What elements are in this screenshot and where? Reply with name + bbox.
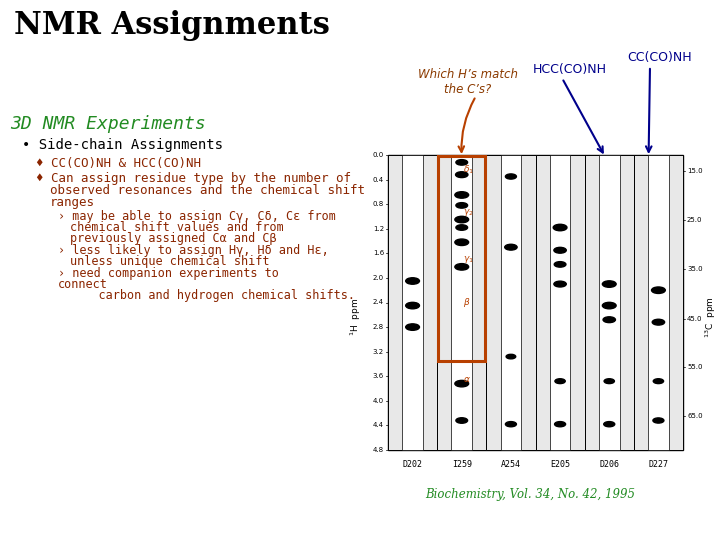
Ellipse shape	[456, 172, 468, 178]
Text: 3.2: 3.2	[373, 349, 384, 355]
Text: E205: E205	[550, 460, 570, 469]
Bar	[388, 155, 683, 450]
Text: 2.4: 2.4	[373, 300, 384, 306]
Ellipse shape	[555, 379, 565, 383]
Text: 3D NMR Experiments: 3D NMR Experiments	[10, 115, 206, 133]
Ellipse shape	[456, 160, 467, 165]
Bar	[648, 155, 669, 450]
Ellipse shape	[603, 302, 616, 309]
Text: 2.8: 2.8	[373, 324, 384, 330]
Bar	[402, 155, 423, 450]
Ellipse shape	[456, 225, 467, 230]
Text: previously assigned Cα and Cβ: previously assigned Cα and Cβ	[70, 232, 276, 245]
Text: 4.8: 4.8	[373, 447, 384, 453]
Bar	[486, 155, 536, 450]
Text: connect: connect	[58, 278, 108, 291]
Bar	[550, 155, 570, 450]
Text: 3.6: 3.6	[373, 373, 384, 379]
Ellipse shape	[604, 379, 614, 383]
Text: ranges: ranges	[50, 196, 95, 209]
Ellipse shape	[455, 192, 469, 198]
Ellipse shape	[455, 264, 469, 270]
Text: $\alpha$: $\alpha$	[463, 375, 471, 384]
Text: 15.0: 15.0	[687, 168, 703, 174]
Ellipse shape	[405, 324, 420, 330]
Ellipse shape	[652, 287, 665, 293]
Text: 1.6: 1.6	[373, 251, 384, 256]
Text: D202: D202	[402, 460, 423, 469]
Bar	[437, 155, 486, 450]
Text: unless unique chemical shift: unless unique chemical shift	[70, 255, 269, 268]
Text: 4.0: 4.0	[373, 398, 384, 404]
Text: 4.4: 4.4	[373, 422, 384, 428]
Ellipse shape	[506, 354, 516, 359]
Text: 0.8: 0.8	[373, 201, 384, 207]
Ellipse shape	[455, 217, 469, 223]
Bar	[634, 155, 683, 450]
Text: carbon and hydrogen chemical shifts.: carbon and hydrogen chemical shifts.	[70, 289, 355, 302]
Text: 45.0: 45.0	[687, 316, 703, 322]
Bar	[599, 155, 620, 450]
Text: 65.0: 65.0	[687, 413, 703, 419]
Ellipse shape	[505, 422, 516, 427]
Text: $^{13}$C  ppm: $^{13}$C ppm	[703, 296, 719, 338]
Text: A254: A254	[501, 460, 521, 469]
Text: $^1$H  ppm: $^1$H ppm	[348, 298, 363, 336]
Text: chemical shift values and from: chemical shift values and from	[70, 221, 284, 234]
Ellipse shape	[554, 422, 566, 427]
Ellipse shape	[456, 202, 467, 208]
Text: 55.0: 55.0	[687, 364, 703, 370]
Ellipse shape	[603, 317, 616, 322]
Ellipse shape	[455, 380, 469, 387]
Ellipse shape	[405, 278, 420, 284]
Text: 35.0: 35.0	[687, 266, 703, 272]
Ellipse shape	[604, 422, 615, 427]
Text: 0.4: 0.4	[373, 177, 384, 183]
Text: Which H’s match
the C’s?: Which H’s match the C’s?	[418, 68, 518, 96]
Ellipse shape	[652, 319, 665, 325]
Text: NMR Assignments: NMR Assignments	[14, 10, 330, 41]
Text: ♦ CC(CO)NH & HCC(CO)NH: ♦ CC(CO)NH & HCC(CO)NH	[36, 157, 201, 170]
Bar	[438, 156, 485, 361]
Text: D206: D206	[599, 460, 619, 469]
Ellipse shape	[554, 247, 566, 253]
Text: $\gamma_2$: $\gamma_2$	[463, 207, 474, 218]
Ellipse shape	[653, 379, 664, 383]
Ellipse shape	[505, 174, 516, 179]
Ellipse shape	[603, 281, 616, 287]
Text: D227: D227	[649, 460, 668, 469]
Text: observed resonances and the chemical shift: observed resonances and the chemical shi…	[50, 184, 365, 197]
Ellipse shape	[653, 418, 664, 423]
Text: › less likely to assign Hγ, Hδ and Hε,: › less likely to assign Hγ, Hδ and Hε,	[58, 244, 329, 257]
Text: 25.0: 25.0	[687, 217, 703, 223]
Text: ♦ Can assign residue type by the number of: ♦ Can assign residue type by the number …	[36, 172, 351, 185]
Bar	[388, 155, 437, 450]
Text: › need companion experiments to: › need companion experiments to	[58, 267, 279, 280]
Text: I259: I259	[451, 460, 472, 469]
Bar	[585, 155, 634, 450]
Ellipse shape	[554, 262, 566, 267]
Ellipse shape	[505, 244, 517, 250]
Text: CC(CO)NH: CC(CO)NH	[628, 51, 693, 64]
Text: › may be able to assign Cγ, Cδ, Cε from: › may be able to assign Cγ, Cδ, Cε from	[58, 210, 336, 223]
Ellipse shape	[456, 418, 467, 423]
Bar	[536, 155, 585, 450]
Text: $\delta_1$: $\delta_1$	[463, 164, 474, 176]
Text: 2.0: 2.0	[373, 275, 384, 281]
Text: $\gamma_1$: $\gamma_1$	[463, 254, 474, 265]
Text: HCC(CO)NH: HCC(CO)NH	[533, 64, 607, 77]
Text: Biochemistry, Vol. 34, No. 42, 1995: Biochemistry, Vol. 34, No. 42, 1995	[425, 488, 635, 501]
Text: 1.2: 1.2	[373, 226, 384, 232]
Ellipse shape	[455, 239, 469, 246]
Bar	[500, 155, 521, 450]
Ellipse shape	[405, 302, 420, 309]
Ellipse shape	[553, 224, 567, 231]
Text: $\beta$: $\beta$	[463, 296, 470, 309]
Ellipse shape	[554, 281, 566, 287]
Bar	[451, 155, 472, 450]
Text: • Side-chain Assignments: • Side-chain Assignments	[22, 138, 223, 152]
Text: 0.0: 0.0	[373, 152, 384, 158]
